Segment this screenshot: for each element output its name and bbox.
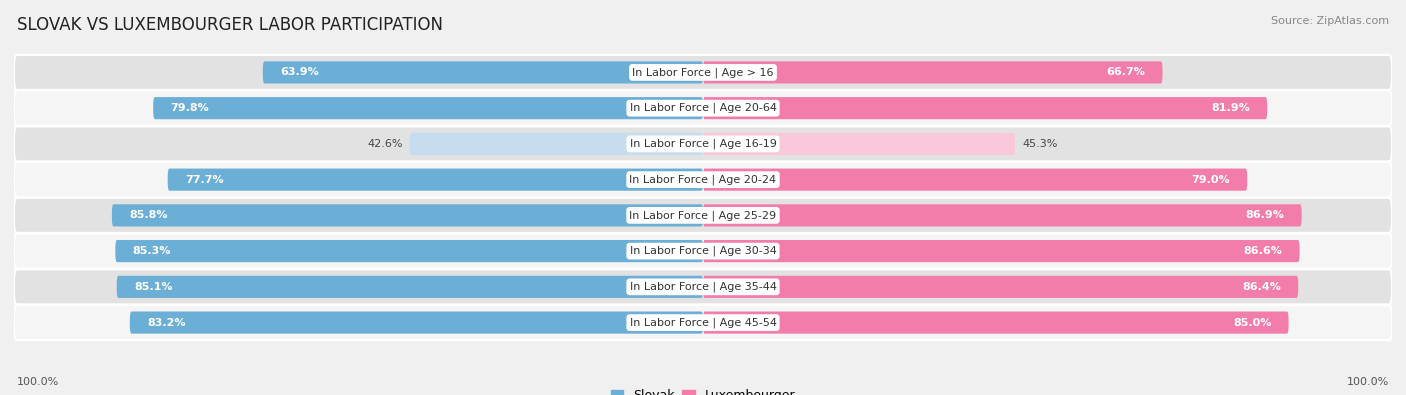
Text: 85.0%: 85.0% <box>1233 318 1271 327</box>
FancyBboxPatch shape <box>14 90 1392 126</box>
FancyBboxPatch shape <box>129 312 703 334</box>
FancyBboxPatch shape <box>703 204 1302 226</box>
FancyBboxPatch shape <box>153 97 703 119</box>
Text: 86.6%: 86.6% <box>1243 246 1282 256</box>
FancyBboxPatch shape <box>703 133 1015 155</box>
Text: 66.7%: 66.7% <box>1107 68 1146 77</box>
Text: 42.6%: 42.6% <box>367 139 402 149</box>
Text: In Labor Force | Age 35-44: In Labor Force | Age 35-44 <box>630 282 776 292</box>
Text: SLOVAK VS LUXEMBOURGER LABOR PARTICIPATION: SLOVAK VS LUXEMBOURGER LABOR PARTICIPATI… <box>17 16 443 34</box>
Text: 45.3%: 45.3% <box>1022 139 1057 149</box>
Text: 85.8%: 85.8% <box>129 211 167 220</box>
Text: 79.0%: 79.0% <box>1191 175 1230 184</box>
Text: 100.0%: 100.0% <box>1347 377 1389 387</box>
Text: In Labor Force | Age 30-34: In Labor Force | Age 30-34 <box>630 246 776 256</box>
FancyBboxPatch shape <box>703 61 1163 83</box>
Text: 79.8%: 79.8% <box>170 103 209 113</box>
FancyBboxPatch shape <box>263 61 703 83</box>
FancyBboxPatch shape <box>117 276 703 298</box>
Text: 77.7%: 77.7% <box>186 175 224 184</box>
FancyBboxPatch shape <box>703 276 1298 298</box>
Text: 63.9%: 63.9% <box>280 68 319 77</box>
FancyBboxPatch shape <box>14 305 1392 340</box>
Legend: Slovak, Luxembourger: Slovak, Luxembourger <box>606 384 800 395</box>
FancyBboxPatch shape <box>409 133 703 155</box>
FancyBboxPatch shape <box>14 233 1392 269</box>
Text: 85.1%: 85.1% <box>134 282 173 292</box>
Text: In Labor Force | Age 25-29: In Labor Force | Age 25-29 <box>630 210 776 221</box>
Text: 86.9%: 86.9% <box>1246 211 1285 220</box>
Text: 86.4%: 86.4% <box>1241 282 1281 292</box>
Text: 81.9%: 81.9% <box>1211 103 1250 113</box>
FancyBboxPatch shape <box>14 198 1392 233</box>
FancyBboxPatch shape <box>703 97 1267 119</box>
FancyBboxPatch shape <box>167 169 703 191</box>
Text: In Labor Force | Age 20-24: In Labor Force | Age 20-24 <box>630 174 776 185</box>
Text: 83.2%: 83.2% <box>148 318 186 327</box>
FancyBboxPatch shape <box>112 204 703 226</box>
FancyBboxPatch shape <box>14 126 1392 162</box>
Text: In Labor Force | Age > 16: In Labor Force | Age > 16 <box>633 67 773 78</box>
Text: 100.0%: 100.0% <box>17 377 59 387</box>
FancyBboxPatch shape <box>703 240 1299 262</box>
FancyBboxPatch shape <box>703 169 1247 191</box>
Text: In Labor Force | Age 20-64: In Labor Force | Age 20-64 <box>630 103 776 113</box>
FancyBboxPatch shape <box>115 240 703 262</box>
Text: 85.3%: 85.3% <box>132 246 172 256</box>
FancyBboxPatch shape <box>14 269 1392 305</box>
Text: Source: ZipAtlas.com: Source: ZipAtlas.com <box>1271 16 1389 26</box>
FancyBboxPatch shape <box>14 55 1392 90</box>
Text: In Labor Force | Age 45-54: In Labor Force | Age 45-54 <box>630 317 776 328</box>
FancyBboxPatch shape <box>703 312 1289 334</box>
Text: In Labor Force | Age 16-19: In Labor Force | Age 16-19 <box>630 139 776 149</box>
FancyBboxPatch shape <box>14 162 1392 197</box>
